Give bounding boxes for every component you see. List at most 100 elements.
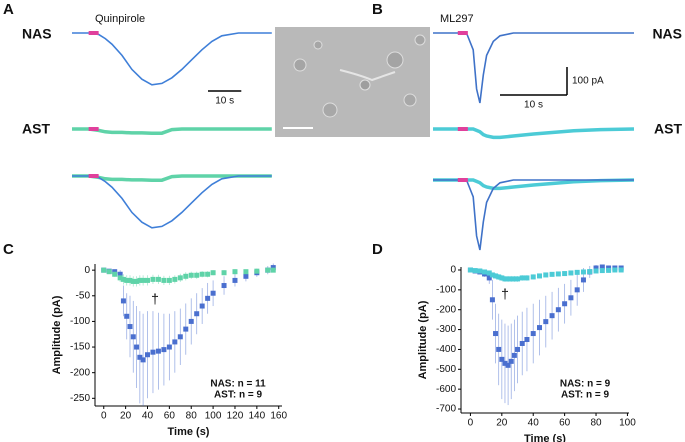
point xyxy=(489,297,495,303)
point xyxy=(549,313,555,319)
point xyxy=(134,278,140,284)
point xyxy=(117,271,123,277)
point xyxy=(515,276,521,282)
point xyxy=(106,269,112,275)
point xyxy=(599,264,605,270)
point xyxy=(140,357,146,363)
point xyxy=(508,276,514,282)
panel-letter: A xyxy=(3,1,14,18)
point xyxy=(599,268,605,274)
point xyxy=(124,277,130,283)
point xyxy=(580,269,586,275)
point xyxy=(612,267,618,273)
point xyxy=(166,277,172,283)
point xyxy=(493,331,499,337)
point xyxy=(606,267,612,273)
point xyxy=(515,346,521,352)
panel-letter: D xyxy=(372,241,383,258)
point xyxy=(134,344,140,350)
point xyxy=(505,362,511,368)
trace-line xyxy=(433,32,634,104)
point xyxy=(221,283,227,289)
x-tick-label: 100 xyxy=(205,411,222,422)
x-tick-label: 40 xyxy=(528,418,540,429)
annotation: † xyxy=(151,291,159,307)
point xyxy=(194,272,200,278)
legend-entry: NAS: n = 9 xyxy=(560,379,611,390)
point xyxy=(205,271,211,277)
y-tick-label: -700 xyxy=(436,404,456,415)
point xyxy=(124,313,130,319)
point xyxy=(243,273,249,279)
y-tick-label: -200 xyxy=(436,304,456,315)
point xyxy=(562,301,568,307)
time-scale-label: 10 s xyxy=(215,96,234,107)
point xyxy=(232,269,238,275)
point xyxy=(537,273,543,279)
point xyxy=(530,331,536,337)
point xyxy=(199,303,205,309)
point xyxy=(137,354,143,360)
point xyxy=(130,334,136,340)
y-tick-label: -400 xyxy=(436,344,456,355)
point xyxy=(524,337,530,343)
x-tick-label: 40 xyxy=(142,411,154,422)
point xyxy=(499,356,505,362)
point xyxy=(477,268,483,274)
point xyxy=(543,272,549,278)
point xyxy=(232,277,238,283)
time-scale-label: 10 s xyxy=(524,100,543,111)
point xyxy=(593,265,599,271)
x-tick-label: 20 xyxy=(496,418,508,429)
point xyxy=(117,275,123,281)
point xyxy=(472,268,478,274)
row-label: NAS xyxy=(22,26,52,42)
legend-entry: AST: n = 9 xyxy=(214,390,263,401)
x-tick-label: 140 xyxy=(249,411,266,422)
x-tick-label: 60 xyxy=(559,418,571,429)
point xyxy=(555,307,561,313)
point xyxy=(188,318,194,324)
point xyxy=(555,271,561,277)
point xyxy=(144,352,150,358)
point xyxy=(580,277,586,283)
point xyxy=(265,267,271,273)
trace-line xyxy=(433,179,634,251)
y-tick-label: -250 xyxy=(70,393,90,404)
y-tick-label: -150 xyxy=(70,342,90,353)
point xyxy=(120,298,126,304)
point xyxy=(502,276,508,282)
point xyxy=(155,348,161,354)
point xyxy=(486,275,492,281)
point xyxy=(574,287,580,293)
x-axis-title: Time (s) xyxy=(168,426,210,438)
point xyxy=(511,352,517,358)
point xyxy=(467,267,473,273)
point xyxy=(593,268,599,274)
point xyxy=(183,326,189,332)
point xyxy=(166,344,172,350)
point xyxy=(524,275,530,281)
point xyxy=(587,269,593,275)
point xyxy=(144,277,150,283)
panel-letter: B xyxy=(372,1,383,18)
point xyxy=(183,273,189,279)
x-tick-label: 100 xyxy=(619,418,636,429)
point xyxy=(270,265,276,271)
point xyxy=(493,273,499,279)
legend-entry: AST: n = 9 xyxy=(561,390,610,401)
point xyxy=(530,274,536,280)
y-tick-label: -100 xyxy=(436,284,456,295)
point xyxy=(101,267,107,273)
trace-line xyxy=(72,32,272,86)
point xyxy=(137,277,143,283)
drug-label: Quinpirole xyxy=(95,13,145,25)
y-tick-label: -100 xyxy=(70,316,90,327)
x-axis-title: Time (s) xyxy=(524,433,566,442)
point xyxy=(519,340,525,346)
point xyxy=(499,275,505,281)
point xyxy=(482,269,488,275)
x-tick-label: 80 xyxy=(590,418,602,429)
point xyxy=(243,269,249,275)
